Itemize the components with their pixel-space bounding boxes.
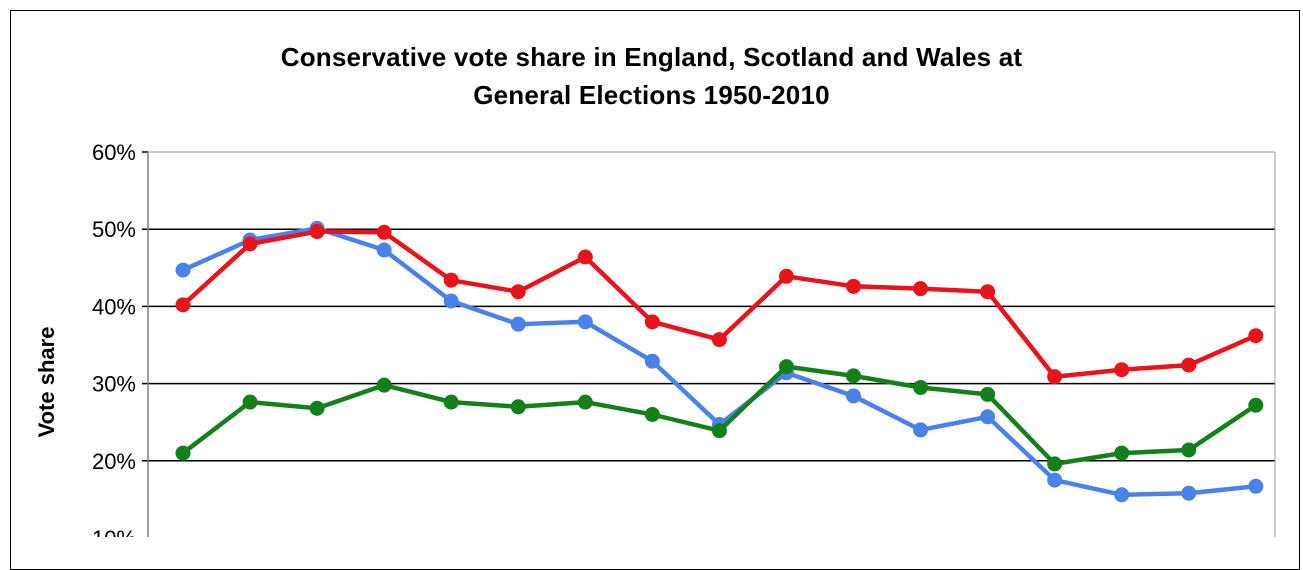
data-point xyxy=(242,394,258,410)
data-point xyxy=(711,332,727,348)
data-point xyxy=(175,297,191,313)
data-point xyxy=(443,394,459,410)
data-point xyxy=(913,379,929,395)
series-0 xyxy=(175,224,1264,385)
chart-frame xyxy=(10,10,1300,570)
data-point xyxy=(1181,357,1197,373)
data-point xyxy=(376,224,392,240)
data-point xyxy=(577,394,593,410)
data-point xyxy=(510,284,526,300)
data-point xyxy=(1181,442,1197,458)
data-point xyxy=(846,278,861,294)
data-point xyxy=(577,249,593,265)
data-point xyxy=(778,359,794,375)
data-point xyxy=(644,353,660,369)
data-point xyxy=(644,406,660,422)
data-point xyxy=(644,314,660,330)
data-point xyxy=(1248,397,1264,413)
data-point xyxy=(711,423,727,439)
y-tick-label: 50% xyxy=(92,217,136,242)
y-axis-label: Vote share xyxy=(34,327,59,438)
data-point xyxy=(1248,478,1264,494)
tick-label-layer: 60% 50% 40% 30% 20% 10% xyxy=(92,140,136,537)
data-point xyxy=(376,242,392,258)
data-point xyxy=(1047,472,1063,488)
data-point xyxy=(443,293,459,309)
data-point xyxy=(980,409,996,425)
y-tick-label: 10% xyxy=(92,526,136,537)
data-point xyxy=(778,268,794,284)
series-line xyxy=(180,364,1259,467)
data-point xyxy=(980,386,996,402)
data-point xyxy=(846,368,861,384)
data-point xyxy=(980,284,996,300)
data-point xyxy=(510,399,526,415)
data-point xyxy=(1047,456,1063,472)
data-point xyxy=(913,422,929,438)
data-point xyxy=(242,236,258,252)
data-point xyxy=(309,400,325,416)
data-point xyxy=(913,281,929,297)
series-line xyxy=(180,229,1259,379)
data-point xyxy=(376,377,392,393)
y-tick-label: 40% xyxy=(92,294,136,319)
chart-title-line-2: General Elections 1950-2010 xyxy=(473,80,830,110)
grid-layer xyxy=(142,151,1275,462)
series-2 xyxy=(175,359,1264,472)
data-point xyxy=(846,388,861,404)
data-point xyxy=(443,272,459,288)
data-point xyxy=(510,316,526,332)
series-layer xyxy=(175,220,1264,503)
chart-title: Conservative vote share in England, Scot… xyxy=(0,38,1303,114)
chart-title-line-1: Conservative vote share in England, Scot… xyxy=(280,42,1023,72)
y-tick-label: 60% xyxy=(92,140,136,165)
data-point xyxy=(1181,485,1197,501)
line-chart: 60% 50% 40% 30% 20% 10% Vote share xyxy=(34,140,1276,537)
data-point xyxy=(1114,445,1130,461)
data-point xyxy=(309,224,325,240)
axis-layer xyxy=(147,152,1276,537)
data-point xyxy=(1248,328,1264,344)
y-tick-label: 20% xyxy=(92,449,136,474)
data-point xyxy=(175,262,191,278)
data-point xyxy=(1114,362,1130,378)
data-point xyxy=(577,314,593,330)
data-point xyxy=(175,445,191,461)
series-line xyxy=(180,226,1259,498)
data-point xyxy=(1047,369,1063,385)
y-tick-label: 30% xyxy=(92,372,136,397)
data-point xyxy=(1114,487,1130,503)
